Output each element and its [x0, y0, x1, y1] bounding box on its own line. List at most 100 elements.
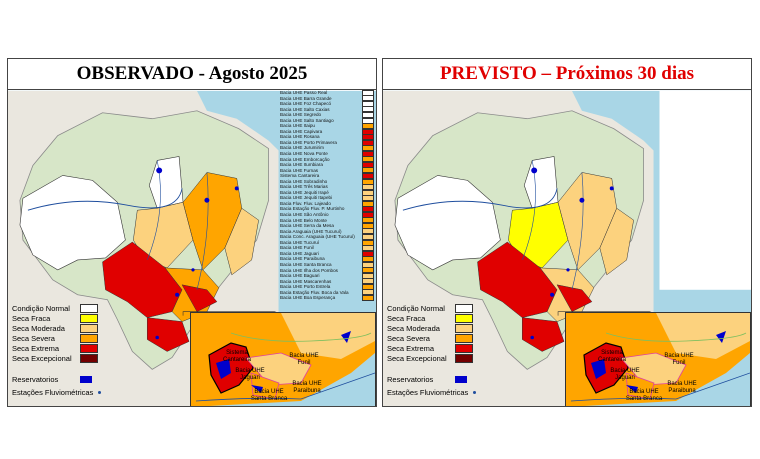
basin-swatch: [362, 150, 374, 157]
legend-item: Condição Normal: [387, 303, 473, 313]
basin-label: Bacia UHE Sobradinho: [280, 178, 328, 184]
legend-item: Seca Extrema: [387, 343, 473, 353]
basin-swatch: [362, 234, 374, 240]
basin-swatch: [362, 139, 374, 146]
basin-label: Bacia UHE São Antônio: [280, 212, 329, 218]
legend-item: Seca Moderada: [12, 323, 98, 333]
basin-label: Bacia Estação Fluv. P. Murtinho: [280, 206, 345, 212]
basin-label: Bacia UHE Jurumirim: [280, 145, 324, 151]
basin-legend-item: Bacia UHE Porto Primavera: [280, 139, 374, 146]
basin-label: Bacia UHE Salto Caxias: [280, 106, 330, 112]
basin-label: Bacia UHE Jequiti Itapebi: [280, 195, 333, 201]
inset-label-cantareira: Sistema Cantareira: [222, 350, 251, 363]
basin-label: Sistema Cantareira: [280, 173, 320, 179]
basin-legend-item: Bacia UHE Jequiti Itapebi: [280, 195, 374, 202]
legend-label: Seca Moderada: [12, 323, 65, 333]
basin-label: Bacia UHE Salto Santiago: [280, 117, 334, 123]
legend-label: Seca Severa: [387, 333, 430, 343]
basin-legend-item: Bacia UHE Emborcação: [280, 156, 374, 163]
station-dot-icon: [473, 391, 476, 394]
basin-legend-item: Bacia UHE Rosana: [280, 134, 374, 141]
basin-label: Bacia Fluv. Fluv. Lajeado: [280, 200, 331, 206]
basin-label: Bacia UHE Jequiti Irapé: [280, 189, 329, 195]
basin-swatch: [362, 200, 374, 207]
legend-swatch: [455, 323, 473, 333]
basin-swatch: [362, 106, 374, 113]
basin-legend-item: Bacia UHE Segredo: [280, 111, 374, 118]
legend-item: Seca Fraca: [12, 313, 98, 323]
basin-label: Bacia UHE Segredo: [280, 112, 322, 118]
basin-legend-item: Bacia UHE Belo Monte: [280, 217, 374, 224]
basin-label: Bacia Araguaia (UHE Tucuruí): [280, 228, 342, 234]
legend-label: Seca Moderada: [387, 323, 440, 333]
basin-swatch: [362, 239, 374, 246]
basin-swatch: [362, 295, 374, 302]
inset-label-funil: Bacia UHE Funil: [664, 353, 694, 366]
inset-drought-map: [191, 313, 375, 406]
basin-swatch: [362, 95, 374, 102]
basin-legend: Bacia UHE Passo Real Bacia UHE Barra Gran…: [280, 89, 374, 302]
basin-legend-item: Bacia Conc. Araguaia (UHE Tucuruí): [280, 234, 374, 240]
reservoir-swatch: [80, 376, 92, 383]
basin-legend-item: Bacia UHE Funil: [280, 245, 374, 252]
basin-swatch: [362, 289, 374, 296]
inset-label-santa-branca: Bacia UHE Santa Branca: [250, 389, 288, 402]
basin-legend-item: Bacia UHE Barra Grande: [280, 95, 374, 102]
basin-swatch: [362, 184, 374, 191]
basin-swatch: [362, 178, 374, 185]
drought-legend: Condição Normal Seca Fraca Seca Moderada Se…: [12, 303, 98, 363]
legend-swatch: [80, 313, 98, 323]
legend-item: Seca Moderada: [387, 323, 473, 333]
station-label: Estações Fluviométricas: [387, 388, 469, 397]
basin-label: Bacia UHE Belo Monte: [280, 217, 327, 223]
map-panel-forecast: PREVISTO – Próximos 30 dias Condição Nor…: [382, 58, 752, 407]
basin-legend-item: Bacia UHE Ilha dos Pombos: [280, 267, 374, 274]
legend-label: Seca Severa: [12, 333, 55, 343]
inset-map: Sistema Cantareira Bacia UHE Jaguari Bac…: [565, 312, 751, 406]
basin-legend-item: Bacia UHE Sobradinho: [280, 178, 374, 185]
basin-legend-item: Bacia UHE Porto Estrela: [280, 283, 374, 290]
basin-legend-item: Bacia UHE Boa Esperança: [280, 295, 374, 302]
basin-legend-item: Bacia UHE Paraibuna: [280, 256, 374, 263]
map-panel-observed: OBSERVADO - Agosto 2025: [7, 58, 377, 407]
inset-map: Sistema Cantareira Bacia UHE Jaguari Bac…: [190, 312, 376, 406]
basin-swatch: [362, 172, 374, 179]
basin-label: Bacia UHE Passo Real: [280, 90, 328, 95]
basin-legend-item: Sistema Cantareira: [280, 172, 374, 179]
basin-legend-item: Bacia UHE Santa Branca: [280, 261, 374, 268]
basin-legend-item: Bacia UHE Furnas: [280, 167, 374, 174]
legend-label: Condição Normal: [387, 303, 445, 313]
legend-swatch: [455, 353, 473, 363]
legend-item: Seca Excepcional: [12, 353, 98, 363]
basin-swatch: [362, 278, 374, 285]
legend-item: Seca Extrema: [12, 343, 98, 353]
basin-label: Bacia UHE Mascarenhas: [280, 278, 332, 284]
basin-label: Bacia UHE Emborcação: [280, 156, 330, 162]
basin-legend-item: Bacia Araguaia (UHE Tucuruí): [280, 228, 374, 235]
basin-label: Bacia UHE Foz Chapecó: [280, 101, 332, 107]
legend-swatch: [80, 333, 98, 343]
basin-legend-item: Bacia UHE Jurumirim: [280, 145, 374, 152]
station-legend: Estações Fluviométricas: [387, 388, 476, 397]
basin-legend-item: Bacia UHE Salto Santiago: [280, 117, 374, 124]
legend-label: Seca Extrema: [387, 343, 435, 353]
basin-swatch: [362, 245, 374, 252]
basin-label: Bacia UHE Furnas: [280, 167, 319, 173]
reservoir-swatch: [455, 376, 467, 383]
legend-label: Seca Fraca: [387, 313, 426, 323]
reservoir-legend: Reservatorios: [12, 375, 92, 384]
legend-label: Seca Extrema: [12, 343, 60, 353]
basin-swatch: [362, 250, 374, 257]
basin-swatch: [362, 228, 374, 235]
basin-swatch: [362, 261, 374, 268]
basin-legend-item: Bacia UHE Jequiti Irapé: [280, 189, 374, 196]
basin-swatch: [362, 100, 374, 107]
legend-swatch: [80, 343, 98, 353]
legend-swatch: [80, 353, 98, 363]
inset-label-jaguari: Bacia UHE Jaguari: [235, 368, 265, 381]
inset-label-cantareira: Sistema Cantareira: [597, 350, 626, 363]
inset-drought-map: [566, 313, 750, 406]
legend-swatch: [455, 343, 473, 353]
basin-swatch: [362, 217, 374, 224]
basin-legend-item: Bacia UHE Jaguari: [280, 250, 374, 257]
